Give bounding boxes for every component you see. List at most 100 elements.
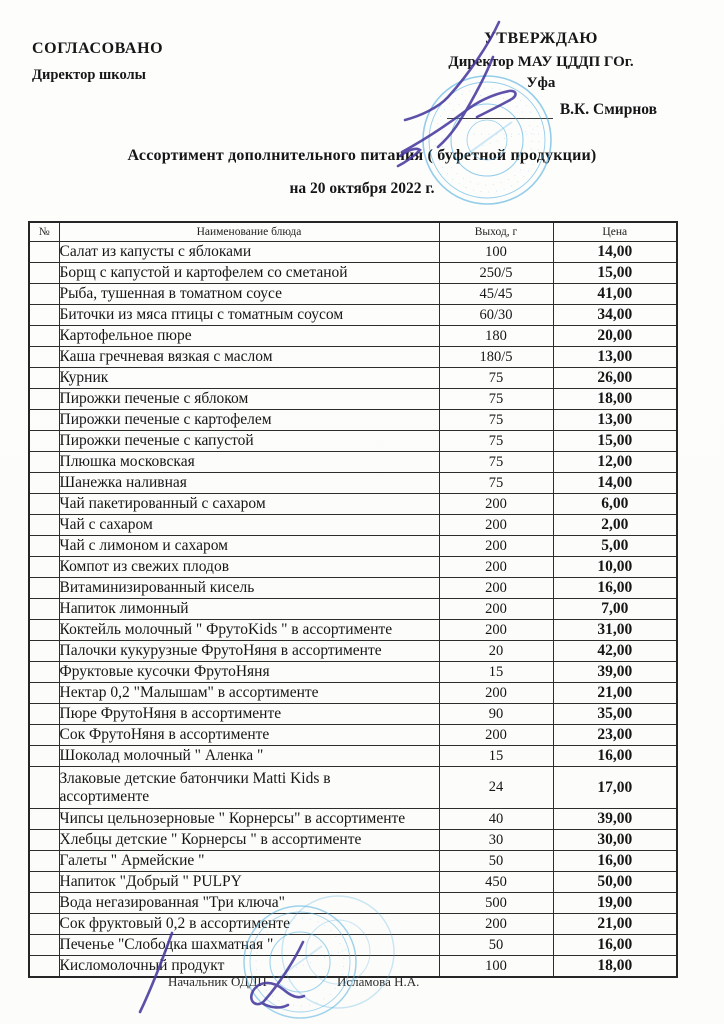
cell-dish-name: Фруктовые кусочки ФрутоНяня: [58, 661, 440, 683]
table-row: Шанежка наливная 75 14,00: [28, 472, 678, 494]
cell-price: 35,00: [552, 703, 678, 725]
cell-price: 16,00: [552, 745, 678, 767]
cell-number: [28, 577, 60, 599]
header-num: №: [28, 221, 60, 242]
cell-number: [28, 892, 60, 914]
table-header-row: № Наименование блюда Выход, г Цена: [28, 221, 678, 242]
cell-dish-name: Хлебцы детские " Корнерсы " в ассортимен…: [58, 829, 440, 851]
cell-portion: 75: [438, 388, 554, 410]
cell-portion: 200: [438, 577, 554, 599]
school-director-label: Директор школы: [32, 67, 146, 83]
cell-number: [28, 808, 60, 830]
cell-number: [28, 535, 60, 557]
cell-price: 2,00: [552, 514, 678, 536]
cell-number: [28, 241, 60, 263]
table-row: Сок ФрутоНяня в ассортименте 200 23,00: [28, 724, 678, 746]
table-row: Курник 75 26,00: [28, 367, 678, 389]
approval-block-right: УТВЕРЖДАЮ Директор МАУ ЦДДП ГОг. Уфа В.К…: [415, 30, 667, 119]
menu-table: № Наименование блюда Выход, г Цена Салат…: [28, 221, 678, 978]
cell-portion: 15: [438, 661, 554, 683]
cell-portion: 75: [438, 430, 554, 452]
cell-number: [28, 304, 60, 326]
cell-number: [28, 766, 60, 809]
cell-portion: 250/5: [438, 262, 554, 284]
cell-price: 16,00: [552, 850, 678, 872]
cell-portion: 50: [438, 850, 554, 872]
cell-portion: 75: [438, 367, 554, 389]
table-row: Салат из капусты с яблоками 100 14,00: [28, 241, 678, 263]
cell-price: 16,00: [552, 934, 678, 956]
cell-portion: 200: [438, 682, 554, 704]
table-row: Сок фруктовый 0,2 в ассортименте 200 21,…: [28, 913, 678, 935]
cell-price: 16,00: [552, 577, 678, 599]
cell-portion: 200: [438, 493, 554, 515]
cell-dish-name: Коктейль молочный " ФрутоKids " в ассорт…: [58, 619, 440, 641]
cell-dish-name: Напиток "Добрый " PULPY: [58, 871, 440, 893]
cell-number: [28, 472, 60, 494]
cell-price: 20,00: [552, 325, 678, 347]
cell-number: [28, 682, 60, 704]
cell-portion: 40: [438, 808, 554, 830]
table-row: Борщ с капустой и картофелем со сметаной…: [28, 262, 678, 284]
cell-portion: 100: [438, 955, 554, 978]
cell-number: [28, 934, 60, 956]
cell-dish-name: Картофельное пюре: [58, 325, 440, 347]
cell-dish-name: Нектар 0,2 "Малышам" в ассортименте: [58, 682, 440, 704]
cell-price: 17,00: [552, 766, 678, 809]
cell-dish-name: Пюре ФрутоНяня в ассортименте: [58, 703, 440, 725]
cell-number: [28, 388, 60, 410]
table-row: Фруктовые кусочки ФрутоНяня 15 39,00: [28, 661, 678, 683]
cell-price: 23,00: [552, 724, 678, 746]
cell-price: 18,00: [552, 388, 678, 410]
stamp-inner-text: · · · · · · · · ·: [473, 132, 537, 138]
cell-dish-name: Компот из свежих плодов: [58, 556, 440, 578]
cell-price: 39,00: [552, 808, 678, 830]
cell-dish-name: Сок фруктовый 0,2 в ассортименте: [58, 913, 440, 935]
cell-number: [28, 556, 60, 578]
table-row: Рыба, тушенная в томатном соусе 45/45 41…: [28, 283, 678, 305]
cell-portion: 15: [438, 745, 554, 767]
city-label: Уфа: [526, 75, 556, 91]
table-row: Каша гречневая вязкая с маслом 180/5 13,…: [28, 346, 678, 368]
signature-row: В.К. Смирнов: [415, 101, 667, 119]
cell-dish-name: Чипсы цельнозерновые " Корнерсы" в ассор…: [58, 808, 440, 830]
cell-number: [28, 955, 60, 978]
cell-dish-name: Пирожки печеные с яблоком: [58, 388, 440, 410]
table-row: Витаминизированный кисель 200 16,00: [28, 577, 678, 599]
page-title: Ассортимент дополнительного питания ( бу…: [127, 147, 597, 164]
cell-number: [28, 409, 60, 431]
cell-price: 30,00: [552, 829, 678, 851]
cell-dish-name: Пирожки печеные с капустой: [58, 430, 440, 452]
table-row: Чай пакетированный с сахаром 200 6,00: [28, 493, 678, 515]
header-name: Наименование блюда: [58, 221, 440, 242]
cell-number: [28, 367, 60, 389]
cell-number: [28, 430, 60, 452]
cell-dish-name: Злаковые детские батончики Matti Kids в …: [58, 766, 440, 809]
cell-price: 34,00: [552, 304, 678, 326]
cell-portion: 60/30: [438, 304, 554, 326]
table-row: Галеты " Армейские " 50 16,00: [28, 850, 678, 872]
cell-dish-name: Плюшка московская: [58, 451, 440, 473]
table-row: Хлебцы детские " Корнерсы " в ассортимен…: [28, 829, 678, 851]
cell-price: 21,00: [552, 913, 678, 935]
table-row: Чипсы цельнозерновые " Корнерсы" в ассор…: [28, 808, 678, 830]
cell-dish-name: Биточки из мяса птицы с томатным соусом: [58, 304, 440, 326]
footer-position-title: Начальник ОДДП: [168, 974, 267, 989]
approval-block-left: СОГЛАСОВАНО Директор школы: [32, 40, 163, 84]
cell-price: 19,00: [552, 892, 678, 914]
cell-portion: 50: [438, 934, 554, 956]
cell-price: 15,00: [552, 262, 678, 284]
cell-price: 10,00: [552, 556, 678, 578]
cell-number: [28, 829, 60, 851]
cell-portion: 200: [438, 514, 554, 536]
cell-price: 14,00: [552, 241, 678, 263]
header-price: Цена: [552, 221, 678, 242]
cell-dish-name: Галеты " Армейские ": [58, 850, 440, 872]
cell-portion: 200: [438, 913, 554, 935]
cell-number: [28, 850, 60, 872]
cell-number: [28, 619, 60, 641]
director-org-label: Директор МАУ ЦДДП ГОг.: [448, 54, 634, 70]
table-row: Нектар 0,2 "Малышам" в ассортименте 200 …: [28, 682, 678, 704]
table-row: Биточки из мяса птицы с томатным соусом …: [28, 304, 678, 326]
approved-label: УТВЕРЖДАЮ: [484, 30, 598, 47]
